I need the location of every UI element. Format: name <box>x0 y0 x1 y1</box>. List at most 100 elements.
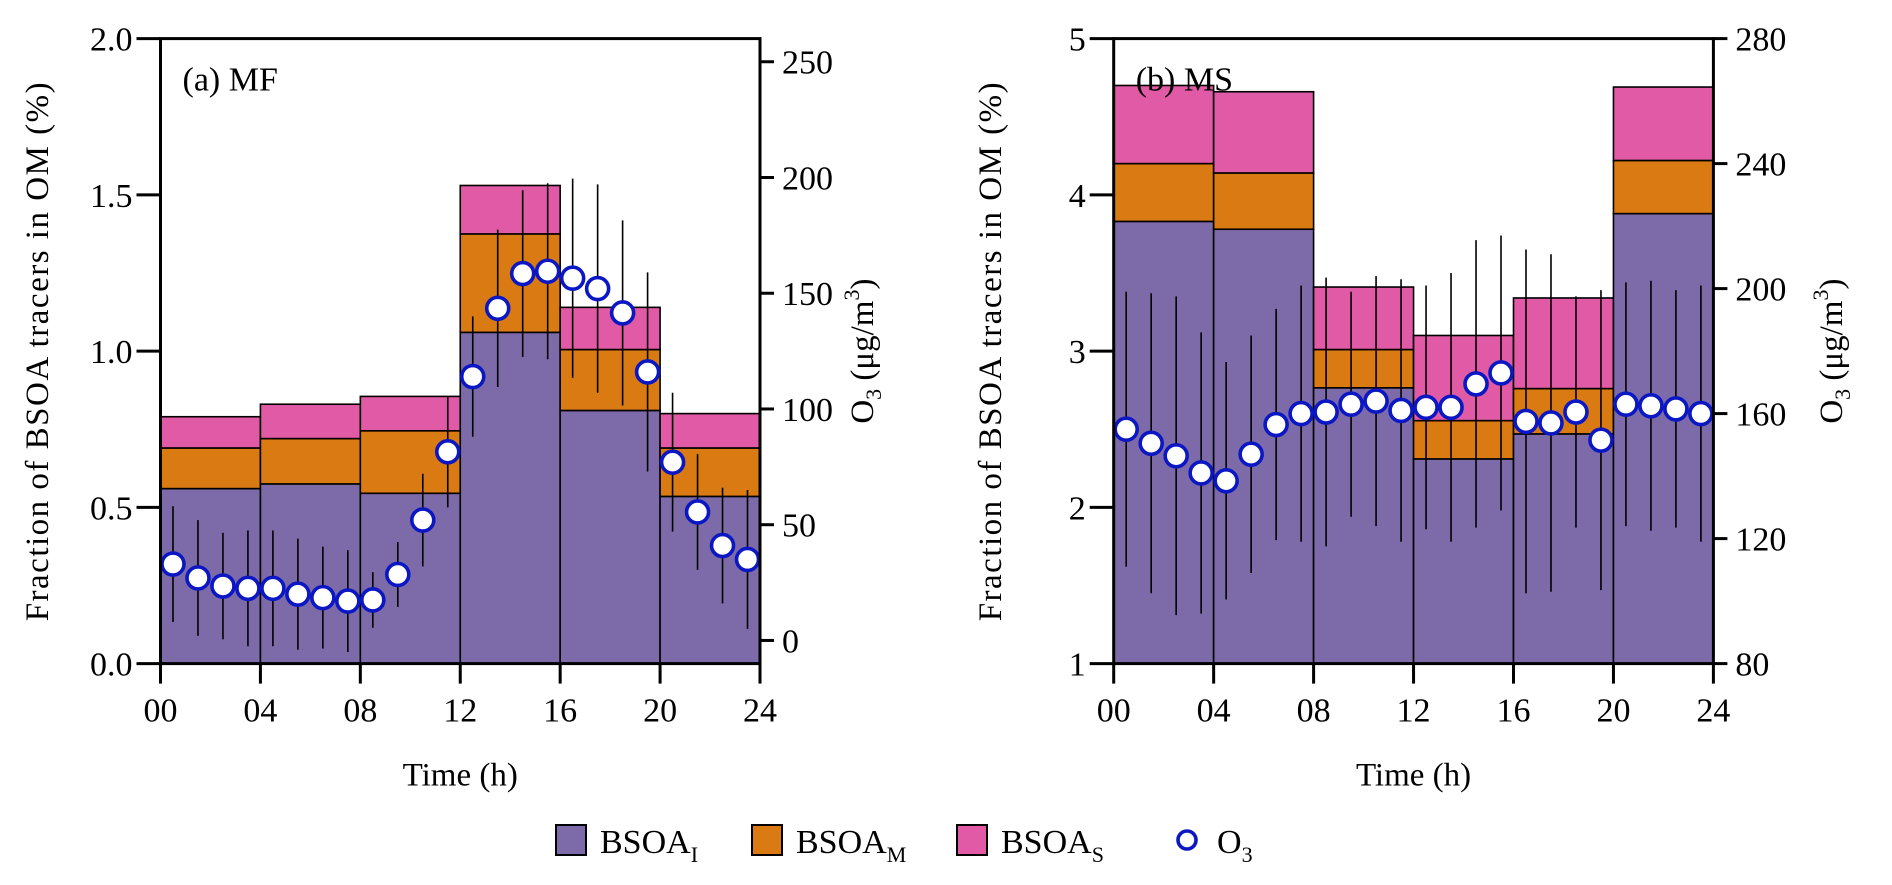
o3-point <box>409 507 436 533</box>
legend-item: BSOAS <box>956 824 1104 867</box>
legend-label-sub: 3 <box>1242 842 1253 867</box>
o3-point <box>1213 467 1239 494</box>
o3-point <box>160 551 186 577</box>
o3-point <box>484 295 511 322</box>
legend-swatch <box>956 824 988 856</box>
bar-bsoa-i <box>1612 212 1715 665</box>
panel-label: (a) MF <box>183 62 278 99</box>
x-tick-label: 16 <box>1497 693 1531 730</box>
y-tick-label: 0.5 <box>90 490 133 527</box>
bar-bsoa-m <box>259 437 362 485</box>
y2-title-o: O <box>845 400 881 424</box>
legend-item: BSOAM <box>751 824 907 867</box>
y2-tick-label: 100 <box>782 392 833 429</box>
x-tick-label: 04 <box>243 693 277 730</box>
x-axis-title: Time (h) <box>403 758 518 794</box>
o3-point <box>659 449 686 476</box>
o3-point <box>1138 430 1164 457</box>
y2-tick-label: 150 <box>782 276 833 313</box>
y2-tick-label: 250 <box>782 45 833 82</box>
o3-point <box>360 587 386 613</box>
bar-bsoa-s <box>1612 86 1715 162</box>
legend-marker <box>1176 829 1198 851</box>
legend-label-main: O <box>1217 824 1242 861</box>
x-tick-label: 00 <box>144 693 178 730</box>
o3-point <box>1363 388 1389 414</box>
legend-swatch <box>751 824 783 856</box>
o3-point <box>1538 410 1564 436</box>
bar-bsoa-s <box>259 403 362 440</box>
legend-swatch <box>555 824 587 856</box>
o3-point <box>1113 416 1139 443</box>
legend-label-main: BSOA <box>600 824 691 861</box>
y-axis-title: Fraction of BSOA tracers in OM (%) <box>20 81 56 621</box>
y2-title-o: O <box>1814 400 1850 424</box>
o3-point <box>1313 399 1339 425</box>
x-tick-label: 04 <box>1197 693 1231 730</box>
o3-series <box>1113 235 1714 616</box>
bar-bsoa-m <box>1112 162 1215 223</box>
x-tick-label: 08 <box>343 693 377 730</box>
y2-tick-label: 80 <box>1735 647 1769 684</box>
legend-item: O3 <box>1176 824 1253 867</box>
y2-title-unit: (μg/m <box>845 300 881 389</box>
o3-point <box>1163 442 1189 469</box>
o3-series <box>160 178 761 653</box>
bar-bsoa-i <box>559 409 661 665</box>
y-tick-label: 1.5 <box>90 178 133 215</box>
y-axis-title: Fraction of BSOA tracers in OM (%) <box>973 81 1009 621</box>
o3-point <box>609 300 636 326</box>
bar-bsoa-m <box>159 447 262 490</box>
bar-bsoa-i <box>1412 458 1515 665</box>
x-tick-label: 16 <box>543 693 577 730</box>
o3-point <box>1513 408 1539 435</box>
x-tick-label: 20 <box>1596 693 1630 730</box>
panel-label: (b) MS <box>1136 62 1233 99</box>
o3-point <box>709 532 736 559</box>
o3-point <box>1438 394 1464 421</box>
y2-axis-title: O3 (μg/m3) <box>839 279 886 424</box>
legend-label: BSOAI <box>600 824 698 867</box>
legend-label-main: BSOA <box>1001 824 1092 861</box>
o3-point <box>1638 392 1664 419</box>
bar-bsoa-s <box>159 415 262 449</box>
panel-a-mf: 0.0 0.5 1.0 1.5 2.0 0 50 100 150 200 250 00 04 08 12 16… <box>20 22 886 794</box>
o3-point <box>210 573 236 599</box>
bar-bsoa-i <box>1212 228 1315 665</box>
bar-bsoa-s <box>1112 84 1215 165</box>
y-tick-label: 3 <box>1069 334 1086 371</box>
bar-bsoa-m <box>1412 419 1515 460</box>
x-tick-label: 24 <box>1696 693 1730 730</box>
bar-bsoa-m <box>1312 348 1415 389</box>
bar-bsoa-s <box>659 412 761 449</box>
o3-point <box>1488 360 1514 386</box>
y2-title-sup: 3 <box>1808 290 1833 301</box>
bar-bsoa-s <box>1312 286 1415 351</box>
o3-point <box>1563 399 1589 425</box>
x-tick-label: 20 <box>643 693 677 730</box>
o3-point <box>734 546 761 573</box>
legend: BSOAI BSOAM BSOAS O3 <box>555 824 1253 867</box>
x-tick-label: 12 <box>1397 693 1431 730</box>
o3-point <box>335 588 361 614</box>
y2-title-unit: (μg/m <box>1814 300 1850 389</box>
legend-label-sub: M <box>887 842 907 867</box>
x-axis-title: Time (h) <box>1356 758 1471 794</box>
o3-point <box>260 575 286 602</box>
y2-title-sup: 3 <box>839 290 864 301</box>
bar-bsoa-s <box>1212 90 1315 174</box>
y-tick-label: 0.0 <box>90 647 133 684</box>
o3-point <box>1288 400 1314 427</box>
stacked-bars <box>1112 84 1715 665</box>
legend-label: BSOAS <box>1001 824 1104 867</box>
legend-label-sub: I <box>691 842 698 867</box>
o3-point <box>1188 460 1214 486</box>
o3-point <box>1338 391 1364 418</box>
x-tick-label: 00 <box>1097 693 1131 730</box>
bar-bsoa-s <box>359 395 462 432</box>
o3-point <box>1688 400 1714 427</box>
o3-point <box>285 581 311 607</box>
bar-bsoa-i <box>1312 387 1415 665</box>
bar-bsoa-m <box>1212 172 1315 231</box>
legend-label-main: BSOA <box>796 824 887 861</box>
